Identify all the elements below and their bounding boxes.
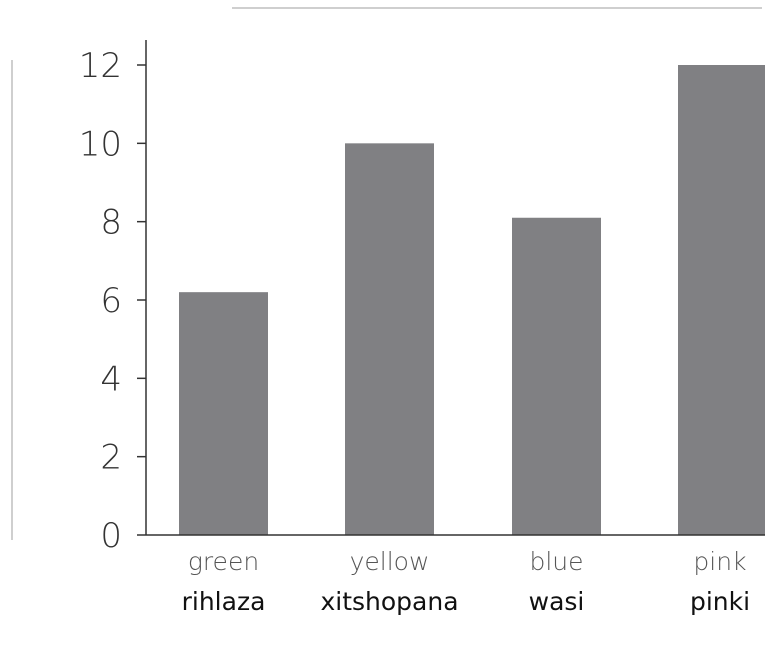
x-tick-label-green: green: [188, 547, 259, 576]
bar-green: [179, 292, 268, 535]
y-tick-label: 2: [100, 438, 122, 478]
x-labels-group: green rihlaza yellow xitshopana blue wasi pink…: [182, 547, 750, 616]
x-tick-label-secondary-yellow: xitshopana: [320, 587, 458, 616]
bar-pink: [678, 65, 765, 535]
bars-group: [179, 65, 765, 536]
y-tick-label: 0: [100, 516, 122, 556]
y-tick-label: 8: [100, 203, 122, 243]
x-tick-label-secondary-green: rihlaza: [182, 587, 266, 616]
bar-blue: [512, 217, 601, 535]
y-tick-label: 4: [100, 359, 122, 399]
y-tick-label: 6: [100, 281, 122, 321]
y-ticks-group: 0 2 4 6 8 10 12: [79, 46, 146, 556]
x-tick-label-secondary-blue: wasi: [529, 587, 585, 616]
x-tick-label-secondary-pink: pinki: [690, 587, 750, 616]
y-tick-label: 12: [79, 46, 122, 86]
x-tick-label-blue: blue: [529, 547, 583, 576]
x-tick-label-yellow: yellow: [350, 547, 430, 576]
x-tick-label-pink: pink: [693, 547, 746, 576]
bar-yellow: [345, 143, 434, 536]
y-tick-label: 10: [79, 124, 122, 164]
